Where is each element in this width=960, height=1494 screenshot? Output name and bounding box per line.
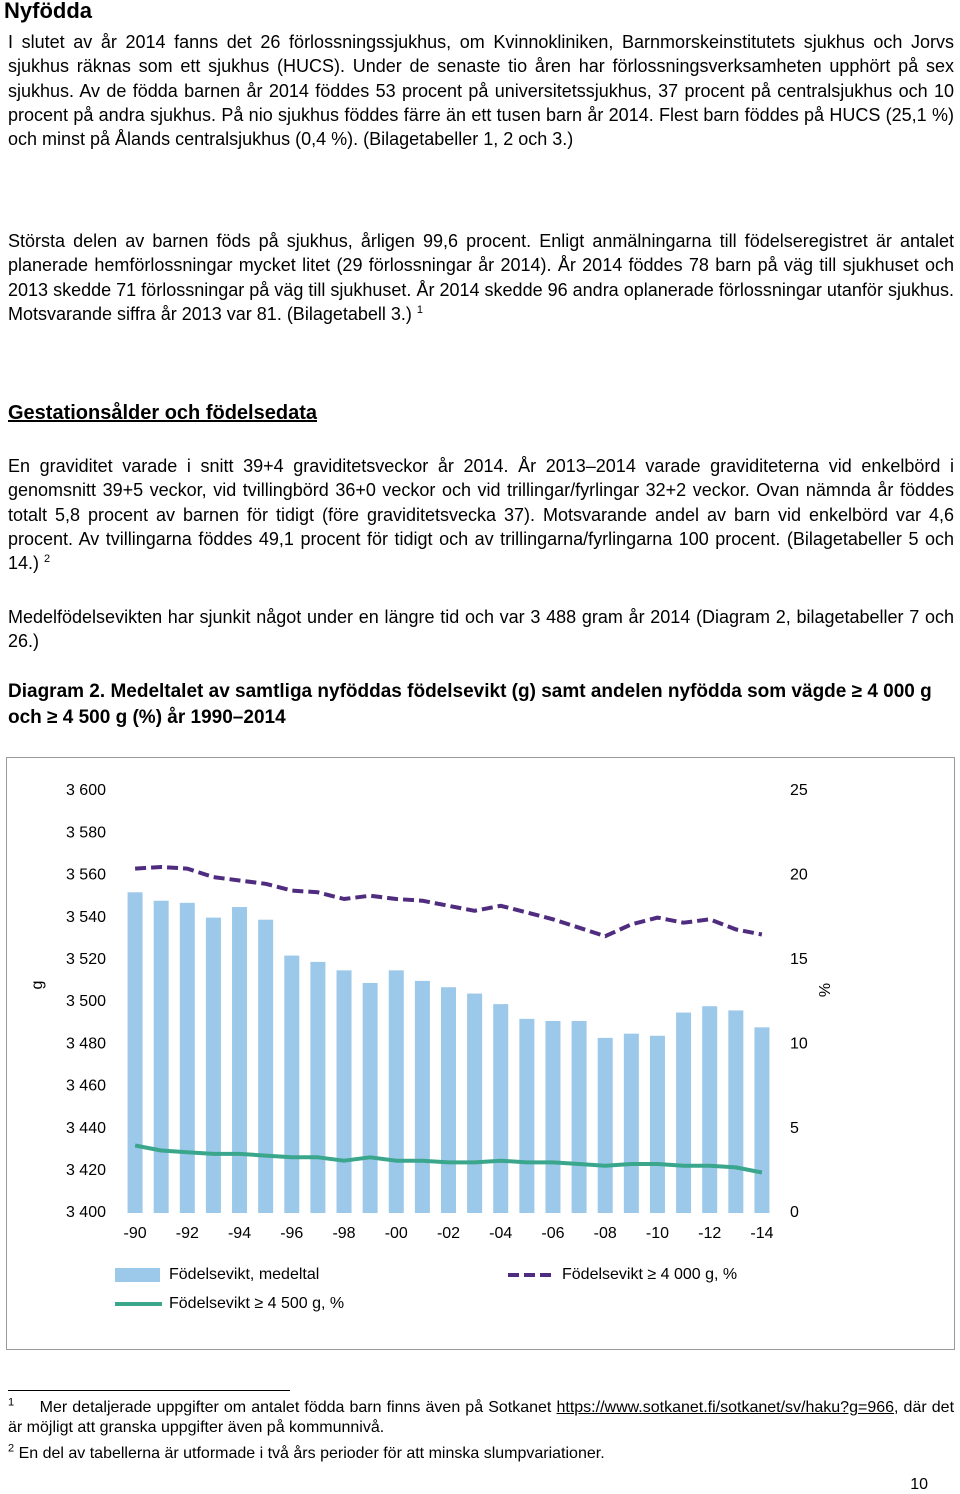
x-tick-label: -14 — [750, 1225, 773, 1242]
line — [134, 1143, 763, 1175]
bar — [597, 1037, 613, 1213]
y-tick-label: 3 560 — [66, 867, 106, 884]
bar — [179, 902, 195, 1213]
x-tick-label: -04 — [489, 1225, 512, 1242]
x-tick-label: -00 — [385, 1225, 408, 1242]
paragraph-text: I slutet av år 2014 fanns det 26 förloss… — [8, 32, 954, 150]
legend-label: Födelsevikt ≥ 4 000 g, % — [562, 1266, 737, 1283]
footnote-text: Mer detaljerade uppgifter om antalet föd… — [39, 1399, 552, 1416]
bar — [284, 955, 300, 1213]
footnote-ref: 1 — [416, 303, 424, 316]
line — [134, 865, 763, 939]
y2-tick-label: 15 — [790, 951, 808, 968]
bar — [232, 907, 248, 1213]
footnote-text: En del av tabellerna är utformade i två … — [18, 1445, 605, 1462]
paragraph-text: En graviditet varade i snitt 39+4 gravid… — [8, 456, 954, 574]
footnote-text: , där det är möjligt att granska uppgift… — [8, 1399, 955, 1436]
x-tick-label: -92 — [176, 1225, 199, 1242]
x-tick-label: -98 — [332, 1225, 355, 1242]
caption-label: Diagram 2. — [8, 681, 106, 702]
bar — [441, 987, 456, 1213]
y-tick-label: 3 480 — [66, 1035, 106, 1052]
paragraph: En graviditet varade i snitt 39+4 gravid… — [8, 454, 954, 575]
paragraph-text: Medelfödelsevikten har sjunkit något und… — [8, 607, 954, 652]
paragraph: Medelfödelsevikten har sjunkit något und… — [8, 605, 954, 654]
x-tick-label: -06 — [541, 1225, 564, 1242]
paragraph: Största delen av barnen föds på sjukhus,… — [8, 229, 954, 326]
bar — [754, 1027, 770, 1213]
footnote-number: 1 — [8, 1396, 15, 1409]
y2-tick-label: 25 — [790, 782, 808, 799]
bar — [336, 970, 352, 1213]
caption: Diagram 2. Medeltalet av samtliga nyfödd… — [8, 679, 954, 731]
bar — [571, 1020, 587, 1213]
footnote-number: 2 — [8, 1442, 15, 1455]
y-tick-label: 3 580 — [66, 824, 106, 841]
bar — [623, 1033, 639, 1213]
x-tick-label: -12 — [698, 1225, 721, 1242]
legend-label: Födelsevikt, medeltal — [169, 1266, 319, 1283]
y-tick-label: 3 520 — [66, 951, 106, 968]
y2-tick-label: 5 — [790, 1120, 799, 1137]
page-number: 10 — [910, 1476, 928, 1493]
bar — [362, 983, 378, 1213]
y-tick-label: 3 540 — [66, 909, 106, 926]
bar — [205, 917, 221, 1213]
paragraph-text: Största delen av barnen föds på sjukhus,… — [8, 231, 954, 324]
x-tick-label: -90 — [123, 1225, 146, 1242]
bar — [467, 993, 483, 1213]
bar — [388, 970, 404, 1213]
section-heading: Gestationsålder och födelsedata — [8, 402, 317, 424]
y-tick-label: 3 460 — [66, 1078, 106, 1095]
bar — [310, 961, 326, 1213]
bar — [545, 1020, 561, 1213]
y-tick-label: 3 440 — [66, 1120, 106, 1137]
bar — [519, 1018, 535, 1213]
bar — [127, 892, 143, 1213]
footnote: 1 Mer detaljerade uppgifter om antalet f… — [8, 1396, 955, 1438]
y-tick-label: 3 420 — [66, 1162, 106, 1179]
bar — [153, 900, 169, 1213]
bar — [676, 1012, 692, 1213]
bar — [414, 980, 430, 1213]
footnote-ref: 2 — [44, 553, 51, 566]
y-tick-label: 3 600 — [66, 782, 106, 799]
legend-label: Födelsevikt ≥ 4 500 g, % — [169, 1295, 344, 1312]
x-tick-label: -02 — [437, 1225, 460, 1242]
y2-tick-label: 0 — [790, 1204, 799, 1221]
footnote: 2 En del av tabellerna är utformade i tv… — [8, 1442, 954, 1464]
bar — [649, 1035, 665, 1213]
bar — [702, 1006, 718, 1213]
y-tick-label: 3 500 — [66, 993, 106, 1010]
x-tick-label: -94 — [228, 1225, 251, 1242]
y2-tick-label: 10 — [790, 1035, 808, 1052]
bar — [258, 919, 274, 1213]
y2-axis-label: % — [817, 983, 834, 997]
x-tick-label: -08 — [594, 1225, 617, 1242]
bar — [493, 1004, 509, 1213]
footnote-link[interactable]: https://www.sotkanet.fi/sotkanet/sv/haku… — [556, 1399, 895, 1416]
legend-swatch — [115, 1268, 160, 1282]
paragraph: I slutet av år 2014 fanns det 26 förloss… — [8, 30, 954, 151]
caption-text: Medeltalet av samtliga nyföddas födelsev… — [8, 681, 932, 728]
y-axis-label: g — [29, 981, 46, 990]
x-tick-label: -96 — [280, 1225, 303, 1242]
x-tick-label: -10 — [646, 1225, 669, 1242]
y-tick-label: 3 400 — [66, 1204, 106, 1221]
heading: Nyfödda — [4, 0, 92, 23]
bar — [728, 1010, 744, 1213]
y2-tick-label: 20 — [790, 867, 808, 884]
chart: 3 400 3 420 3 440 3 460 3 480 3 500 3 520 3 540… — [6, 757, 955, 1350]
footnote-rule — [8, 1390, 290, 1391]
